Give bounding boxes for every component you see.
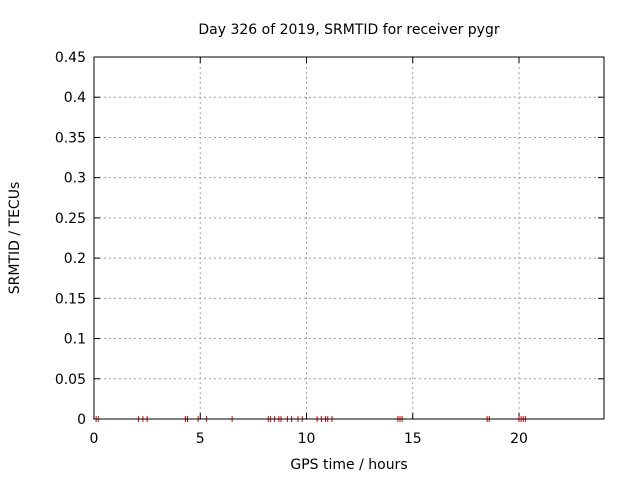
y-tick-label: 0.35 [55,130,86,146]
chart-title: Day 326 of 2019, SRMTID for receiver pyg… [198,22,499,38]
y-tick-label: 0 [77,412,86,428]
axis-ticks: 0 0.05 0.1 0.15 0.2 0.25 0.3 0.35 0.4 0.45 0 5 10 15 2… [55,50,604,447]
x-tick-label: 10 [298,431,316,447]
y-tick-label: 0.25 [55,211,86,227]
grid-lines [94,57,604,419]
x-axis-label: GPS time / hours [290,457,407,473]
plot-frame [93,56,605,420]
x-tick-label: 0 [90,431,99,447]
y-tick-label: 0.05 [55,372,86,388]
y-tick-label: 0.15 [55,291,86,307]
y-tick-label: 0.2 [64,251,86,267]
y-tick-label: 0.4 [64,90,86,106]
x-tick-label: 20 [510,431,528,447]
y-tick-label: 0.1 [64,332,86,348]
y-tick-label: 0.3 [64,171,86,187]
y-axis-label: SRMTID / TECUs [7,182,23,295]
y-tick-label: 0.45 [55,50,86,66]
x-tick-label: 15 [404,431,422,447]
x-tick-label: 5 [196,431,205,447]
